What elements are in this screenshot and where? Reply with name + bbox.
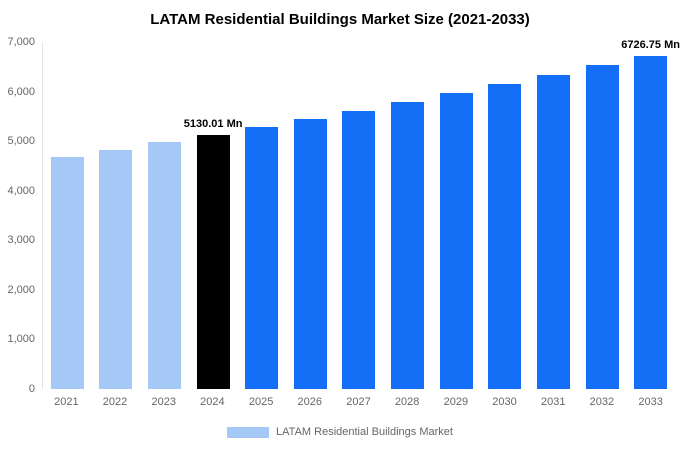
bar-slot [480, 42, 529, 389]
bar-2024 [196, 134, 230, 389]
chart-title: LATAM Residential Buildings Market Size … [150, 11, 530, 28]
bar-2026 [293, 118, 327, 389]
x-tick-label: 2032 [589, 396, 615, 408]
bar-slot: 5130.01 Mn [184, 42, 242, 389]
y-tick-label: 1,000 [7, 333, 35, 346]
bar-2031 [536, 74, 570, 389]
x-tick-label: 2026 [297, 396, 323, 408]
y-tick-label: 4,000 [7, 184, 35, 197]
bar-2033 [634, 55, 668, 389]
y-tick-label: 3,000 [7, 234, 35, 247]
bar-2021 [50, 156, 84, 389]
legend-swatch [227, 426, 270, 438]
x-axis: 2021 2022 2023 2024 2025 2026 2027 2028 2029 2030… [42, 396, 675, 408]
bar-2029 [439, 93, 473, 389]
x-tick-label: 2027 [346, 396, 371, 408]
x-tick-label: 2025 [248, 396, 274, 408]
bar-2032 [585, 65, 619, 389]
bar-slot [432, 42, 481, 389]
bar-slot [286, 42, 335, 389]
bar-value-label: 6726.75 Mn [621, 38, 680, 51]
y-tick-label: 0 [28, 383, 35, 395]
plot-area: 5130.01 Mn 6726.75 Mn [42, 39, 680, 389]
bar-2025 [245, 126, 279, 389]
x-tick-label: 2030 [492, 396, 517, 408]
x-tick-label: 2024 [200, 396, 225, 408]
bar-slot: 6726.75 Mn [621, 39, 680, 389]
bar-slot [43, 42, 92, 389]
bar-slot [529, 42, 578, 389]
x-tick-label: 2021 [54, 396, 79, 408]
bar-2028 [391, 102, 425, 389]
bar-2023 [148, 142, 182, 389]
x-tick-label: 2022 [102, 396, 128, 408]
bar-slot [237, 42, 286, 389]
bar-slot [383, 42, 432, 389]
bar-2030 [488, 84, 522, 389]
y-axis: 0 1,000 2,000 3,000 4,000 5,000 6,000 7,000 [0, 36, 38, 395]
legend-label: LATAM Residential Buildings Market [276, 426, 453, 438]
x-tick-label: 2033 [638, 396, 663, 408]
x-tick-label: 2028 [394, 396, 420, 408]
y-tick-label: 2,000 [7, 283, 35, 296]
y-tick-label: 6,000 [7, 85, 35, 98]
x-tick-label: 2023 [151, 396, 176, 408]
bar-slot [140, 42, 189, 389]
bar-2022 [99, 149, 133, 389]
bar-slot [335, 42, 384, 389]
bar-slot [578, 42, 627, 389]
bar-slot [92, 42, 141, 389]
y-tick-label: 5,000 [7, 135, 35, 148]
bar-2027 [342, 110, 376, 389]
legend: LATAM Residential Buildings Market [0, 426, 680, 438]
x-tick-label: 2031 [540, 396, 566, 408]
bar-value-label: 5130.01 Mn [183, 117, 243, 130]
x-tick-label: 2029 [443, 396, 469, 408]
y-tick-label: 7,000 [7, 36, 35, 48]
